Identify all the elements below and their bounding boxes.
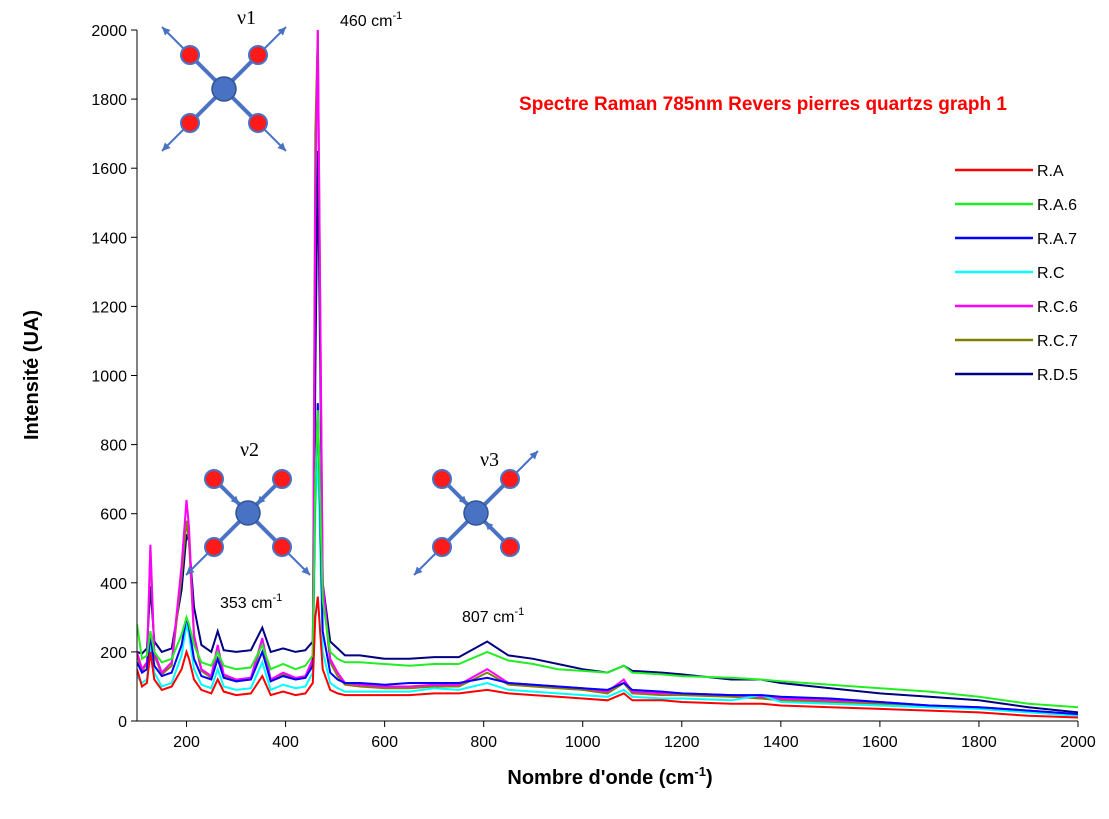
- y-tick-label: 1800: [91, 92, 127, 109]
- atom: [272, 469, 292, 489]
- annotation-sup: -1: [514, 606, 524, 618]
- series-line: [137, 596, 1078, 719]
- y-tick-label: 0: [118, 714, 127, 731]
- arrow-head: [414, 566, 423, 575]
- y-tick-label: 200: [100, 645, 127, 662]
- annotation-text: ν3: [480, 449, 499, 471]
- y-tick-label: 1000: [91, 369, 127, 386]
- y-tick-label: 600: [100, 507, 127, 524]
- molecule: [185, 469, 311, 576]
- annotation-text: ν2: [240, 439, 259, 461]
- y-tick-label: 400: [100, 576, 127, 593]
- x-tick-label: 1200: [664, 734, 700, 751]
- annotation-sup: -1: [272, 592, 282, 604]
- arrow-head: [301, 566, 310, 575]
- plot-area: [137, 30, 1078, 719]
- y-tick-label: 2000: [91, 23, 127, 40]
- arrow-head: [186, 566, 195, 575]
- x-tick-label: 800: [470, 734, 497, 751]
- arrow-head: [162, 142, 171, 151]
- annotation-text: ν1: [237, 7, 256, 29]
- arrow-head: [458, 495, 468, 505]
- legend-label: R.D.5: [1037, 367, 1078, 384]
- annotation: ν3: [480, 449, 499, 471]
- x-tick-label: 1400: [763, 734, 799, 751]
- x-tick-label: 400: [272, 734, 299, 751]
- series-line: [137, 403, 1078, 716]
- legend-label: R.A: [1037, 163, 1064, 180]
- arrow-head: [162, 27, 171, 36]
- y-tick-label: 1600: [91, 161, 127, 178]
- atom: [272, 537, 292, 557]
- legend-label: R.C: [1037, 265, 1065, 282]
- molecule-icons: [161, 26, 539, 576]
- chart-title: Spectre Raman 785nm Revers pierres quart…: [519, 94, 1007, 115]
- arrow-head: [277, 27, 286, 36]
- center-atom: [211, 76, 237, 102]
- legend-label: R.C.6: [1037, 299, 1078, 316]
- series-line: [137, 150, 1078, 714]
- atom: [432, 537, 452, 557]
- center-atom: [463, 500, 489, 526]
- atom: [432, 469, 452, 489]
- annotation: ν1: [237, 7, 256, 29]
- annotation: 353 cm-1: [220, 592, 282, 612]
- x-axis-label: Nombre d'onde (cm-1): [507, 764, 712, 789]
- annotation: ν2: [240, 439, 259, 461]
- x-axis-label-text: ): [706, 767, 713, 789]
- arrow-head: [529, 451, 538, 460]
- annotation-sup: -1: [392, 10, 402, 22]
- x-tick-label: 600: [371, 734, 398, 751]
- legend-label: R.C.7: [1037, 333, 1078, 350]
- series-line: [137, 410, 1078, 709]
- annotation: 460 cm-1: [340, 10, 402, 30]
- x-axis-label-text: Nombre d'onde (cm: [507, 767, 694, 789]
- series-line: [137, 30, 1078, 716]
- x-tick-label: 1600: [862, 734, 898, 751]
- arrow-head: [277, 142, 286, 151]
- atom: [500, 469, 520, 489]
- annotation-text: 807 cm: [462, 609, 514, 626]
- annotation-text: 460 cm: [340, 13, 392, 30]
- atom: [204, 469, 224, 489]
- series-line: [137, 444, 1078, 717]
- y-tick-label: 1200: [91, 299, 127, 316]
- y-tick-label: 1400: [91, 230, 127, 247]
- y-axis-label: Intensité (UA): [21, 310, 43, 440]
- y-tick-label: 800: [100, 438, 127, 455]
- arrow-head: [256, 495, 266, 505]
- x-tick-label: 2000: [1060, 734, 1096, 751]
- legend-label: R.A.7: [1037, 231, 1077, 248]
- x-tick-label: 1000: [565, 734, 601, 751]
- atom: [204, 537, 224, 557]
- atom: [180, 113, 200, 133]
- x-axis-label-sup: -1: [694, 764, 706, 779]
- x-tick-label: 1800: [961, 734, 997, 751]
- atom: [500, 537, 520, 557]
- legend-label: R.A.6: [1037, 197, 1077, 214]
- center-atom: [235, 500, 261, 526]
- atom: [248, 45, 268, 65]
- atom: [180, 45, 200, 65]
- arrow-head: [230, 495, 240, 505]
- x-tick-label: 200: [173, 734, 200, 751]
- annotation-text: 353 cm: [220, 595, 272, 612]
- atom: [248, 113, 268, 133]
- series-line: [137, 30, 1078, 716]
- annotation: 807 cm-1: [462, 606, 524, 626]
- molecule: [161, 26, 287, 152]
- arrow-head: [484, 521, 494, 531]
- molecule: [413, 450, 539, 576]
